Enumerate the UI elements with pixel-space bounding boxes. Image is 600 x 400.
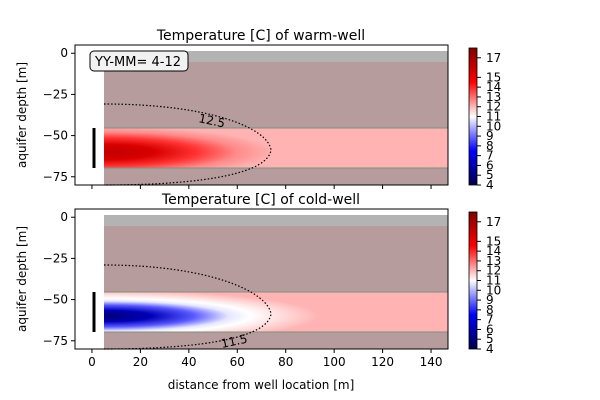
- cold-colorbar-tick-label: 17: [486, 215, 501, 229]
- cold-colorbar-tick-label: 9: [486, 293, 494, 307]
- warm-y-tick-label: −50: [43, 129, 68, 143]
- cold-y-label: aquifer depth [m]: [15, 226, 29, 332]
- warm-colorbar-tick-label: 13: [486, 90, 501, 104]
- cold-y-tick-label: −50: [43, 293, 68, 307]
- warm-colorbar-tick-label: 15: [486, 70, 501, 84]
- warm-lower-clay: [104, 168, 448, 185]
- cold-y-tick-label: −25: [43, 251, 68, 265]
- cold-x-tick-label: 0: [88, 355, 96, 369]
- warm-contour-line: [103, 103, 272, 186]
- warm-colorbar-tick-label: 17: [486, 51, 501, 65]
- warm-well-panel: Temperature [C] of warm-well 12.5 YY-MM=…: [15, 28, 501, 192]
- warm-colorbar-tick-label: 8: [486, 139, 494, 153]
- cold-well-panel: Temperature [C] of cold-well 11.5 0 −25 −5…: [15, 192, 501, 392]
- cold-colorbar-tick-label: 14: [486, 244, 501, 258]
- cold-colorbar-tick-label: 8: [486, 303, 494, 317]
- warm-annotation-text: YY-MM= 4-12: [94, 55, 181, 70]
- warm-y-label: aquifer depth [m]: [15, 62, 29, 168]
- cold-x-tick-label: 80: [278, 355, 293, 369]
- warm-contour-label: 12.5: [197, 111, 226, 130]
- cold-x-tick-label: 20: [133, 355, 148, 369]
- cold-x-tick-label: 60: [230, 355, 245, 369]
- warm-y-tick-label: 0: [60, 46, 68, 60]
- warm-annotation-box: YY-MM= 4-12: [89, 50, 189, 72]
- warm-y-tick-label: −25: [43, 87, 68, 101]
- cold-plot-area: 11.5: [74, 208, 449, 351]
- cold-colorbar-tick-label: 12: [486, 264, 501, 278]
- cold-x-tick-label: 140: [420, 355, 443, 369]
- warm-colorbar-tick-label: 4: [486, 178, 494, 192]
- cold-plume: [104, 292, 448, 332]
- warm-colorbar-tick-label: 6: [486, 158, 494, 172]
- warm-colorbar-tick-label: 10: [486, 119, 501, 133]
- cold-colorbar-tick-label: 13: [486, 254, 501, 268]
- warm-axes-frame: [74, 44, 449, 186]
- cold-colorbar-bar: [468, 211, 478, 350]
- warm-colorbar-tick-label: 12: [486, 100, 501, 114]
- cold-x-tick-label: 120: [371, 355, 394, 369]
- cold-colorbar-tick-label: 7: [486, 313, 494, 327]
- cold-colorbar-tick-label: 5: [486, 332, 494, 346]
- warm-colorbar-bar: [468, 47, 478, 186]
- cold-colorbar-tick-label: 6: [486, 322, 494, 336]
- warm-x-axis: [91, 185, 432, 189]
- warm-top-band: [104, 51, 448, 62]
- cold-x-label: distance from well location [m]: [168, 378, 355, 392]
- warm-colorbar-tick-label: 5: [486, 168, 494, 182]
- cold-colorbar-tick-label: 11: [486, 274, 501, 288]
- cold-contour-line: [103, 264, 272, 350]
- cold-colorbar-tick-label: 4: [486, 342, 494, 356]
- cold-axes-frame: [74, 208, 449, 350]
- cold-panel-title: Temperature [C] of cold-well: [161, 192, 360, 208]
- cold-y-tick-label: −75: [43, 334, 68, 348]
- warm-colorbar-tick-label: 7: [486, 149, 494, 163]
- cold-top-band: [104, 215, 448, 226]
- cold-y-tick-label: 0: [60, 210, 68, 224]
- warm-plot-area: 12.5: [74, 44, 449, 186]
- cold-x-tick-label: 100: [323, 355, 346, 369]
- cold-contour-label: 11.5: [220, 332, 249, 351]
- warm-upper-clay: [104, 62, 448, 128]
- warm-colorbar-tick-label: 14: [486, 80, 501, 94]
- warm-y-axis: 0 −25 −50 −75: [43, 46, 75, 184]
- cold-y-axis: 0 −25 −50 −75: [43, 210, 75, 348]
- warm-y-tick-label: −75: [43, 170, 68, 184]
- cold-x-axis: 0 20 40 60 80 100 120 140: [88, 349, 442, 369]
- cold-colorbar-tick-label: 15: [486, 234, 501, 248]
- warm-colorbar-tick-label: 9: [486, 129, 494, 143]
- cold-x-tick-label: 40: [181, 355, 196, 369]
- warm-colorbar-tick-label: 11: [486, 110, 501, 124]
- cold-upper-clay: [104, 226, 448, 292]
- cold-colorbar-tick-label: 10: [486, 283, 501, 297]
- warm-panel-title: Temperature [C] of warm-well: [156, 28, 365, 44]
- cold-lower-clay: [104, 332, 448, 349]
- warm-plume: [104, 128, 448, 168]
